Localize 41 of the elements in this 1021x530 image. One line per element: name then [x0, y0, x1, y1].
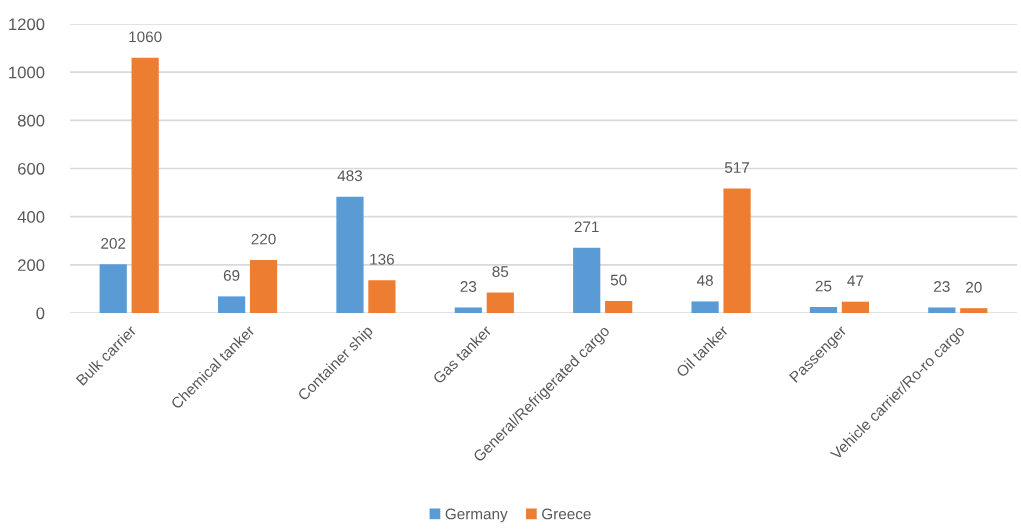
- bar: [217, 296, 246, 313]
- data-label: 47: [847, 275, 864, 287]
- y-tick-label: 400: [17, 211, 45, 223]
- data-label: 136: [370, 253, 394, 265]
- data-label: 23: [460, 281, 477, 292]
- y-tick-label: 1200: [9, 18, 45, 31]
- bar: [99, 264, 127, 313]
- data-label: 220: [251, 233, 276, 245]
- bar: [486, 292, 514, 313]
- data-label: 517: [724, 162, 750, 173]
- y-tick-label: 1000: [9, 66, 45, 79]
- bar: [131, 57, 159, 313]
- data-label: 25: [815, 280, 832, 292]
- bar: [368, 280, 396, 313]
- bar: [249, 260, 278, 313]
- y-tick-label: 600: [18, 162, 45, 175]
- bar: [605, 300, 633, 313]
- data-label: 20: [966, 281, 982, 293]
- legend-label: Greece: [542, 508, 591, 520]
- data-label: 483: [337, 170, 363, 182]
- bar: [336, 196, 364, 313]
- bar: [723, 188, 751, 313]
- data-label: 23: [934, 281, 950, 292]
- legend-label: Germany: [445, 508, 508, 523]
- y-tick-label: 0: [36, 307, 45, 320]
- bar: [454, 307, 482, 313]
- bar: [960, 308, 988, 313]
- bar: [841, 301, 870, 313]
- data-label: 271: [574, 221, 599, 233]
- y-tick-label: 800: [17, 114, 45, 127]
- data-label: 48: [696, 275, 713, 286]
- data-label: 1060: [129, 31, 162, 43]
- bar: [573, 247, 601, 313]
- bar: [691, 301, 719, 313]
- data-label: 85: [492, 266, 509, 278]
- data-label: 50: [610, 274, 627, 286]
- y-tick-label: 200: [18, 259, 45, 272]
- data-label: 202: [101, 238, 126, 249]
- bar: [809, 306, 838, 313]
- bar: [928, 307, 956, 313]
- data-label: 69: [223, 270, 240, 281]
